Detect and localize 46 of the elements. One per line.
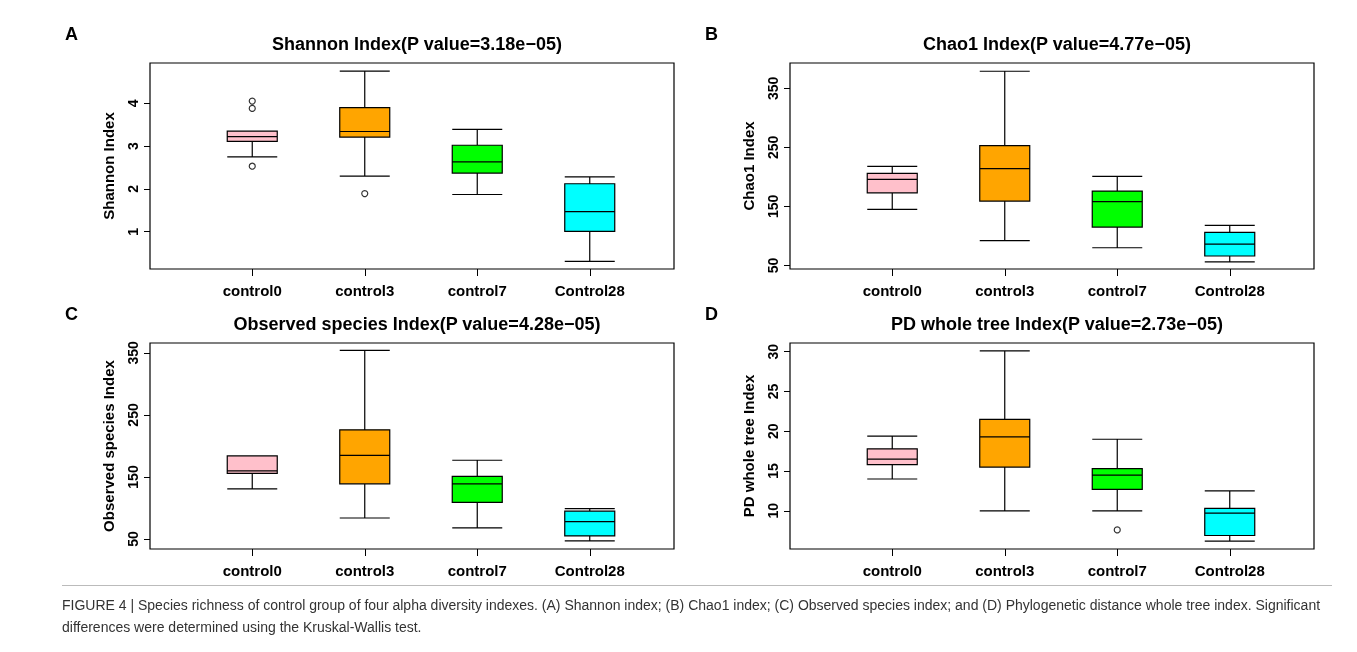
- x-tick-label: Control28: [1194, 282, 1265, 299]
- y-tick-label: 10: [765, 502, 781, 519]
- caption: FIGURE 4 | Species richness of control group of four alpha diversity indexes. (A) Shannon index; (B) Chao1 index; (C) Observed species index; and (D) Phylogenetic distance whole tree index. Significant differences were determined using the Kruskal-Wallis test.: [62, 585, 1332, 647]
- x-tick-label: control0: [222, 282, 282, 299]
- x-tick-label: control0: [222, 562, 282, 579]
- text: C: [65, 304, 78, 324]
- y-tick-label: 3: [125, 141, 141, 150]
- y-tick-label: 350: [765, 76, 781, 101]
- x-tick-label: control3: [975, 282, 1035, 299]
- text: B: [705, 24, 718, 44]
- x-tick-label: control3: [335, 562, 395, 579]
- y-tick-label: 20: [765, 423, 781, 440]
- x-tick-label: control7: [1087, 282, 1147, 299]
- x-tick-label: Control28: [1194, 562, 1265, 579]
- y-tick-label: 25: [765, 383, 781, 400]
- x-tick-label: Control28: [554, 282, 625, 299]
- y-tick-label: 50: [125, 531, 141, 547]
- y-tick-label: 150: [765, 194, 781, 219]
- y-tick-label: 250: [125, 403, 141, 427]
- x-tick-label: control3: [335, 282, 395, 299]
- y-tick-label: 2: [125, 184, 141, 193]
- y-tick-label: 1: [125, 227, 141, 236]
- x-tick-label: control0: [862, 562, 922, 579]
- y-axis-title: PD whole tree Index: [740, 374, 757, 518]
- x-tick-label: control0: [862, 282, 922, 299]
- y-tick-label: 30: [765, 343, 781, 360]
- text: A: [65, 24, 78, 44]
- chart-title: Shannon Index(P value=3.18e−05): [272, 34, 562, 54]
- y-axis-title: Chao1 Index: [740, 120, 757, 211]
- x-tick-label: control3: [975, 562, 1035, 579]
- chart-title: Chao1 Index(P value=4.77e−05): [923, 34, 1191, 54]
- y-tick-label: 15: [765, 463, 781, 479]
- chart-title: Observed species Index(P value=4.28e−05): [233, 314, 601, 334]
- y-tick-label: 50: [765, 257, 781, 274]
- x-tick-label: control7: [1087, 562, 1147, 579]
- y-axis-title: Shannon Index: [100, 111, 117, 220]
- y-tick-label: 150: [125, 465, 141, 489]
- chart-title: PD whole tree Index(P value=2.73e−05): [891, 314, 1223, 334]
- y-tick-label: 350: [125, 341, 141, 365]
- x-tick-label: control7: [447, 282, 507, 299]
- text: D: [705, 304, 718, 324]
- y-tick-label: 250: [765, 135, 781, 160]
- x-tick-label: control7: [447, 562, 507, 579]
- y-tick-label: 4: [125, 99, 141, 108]
- y-axis-title: Observed species Index: [100, 359, 117, 532]
- x-tick-label: Control28: [554, 562, 625, 579]
